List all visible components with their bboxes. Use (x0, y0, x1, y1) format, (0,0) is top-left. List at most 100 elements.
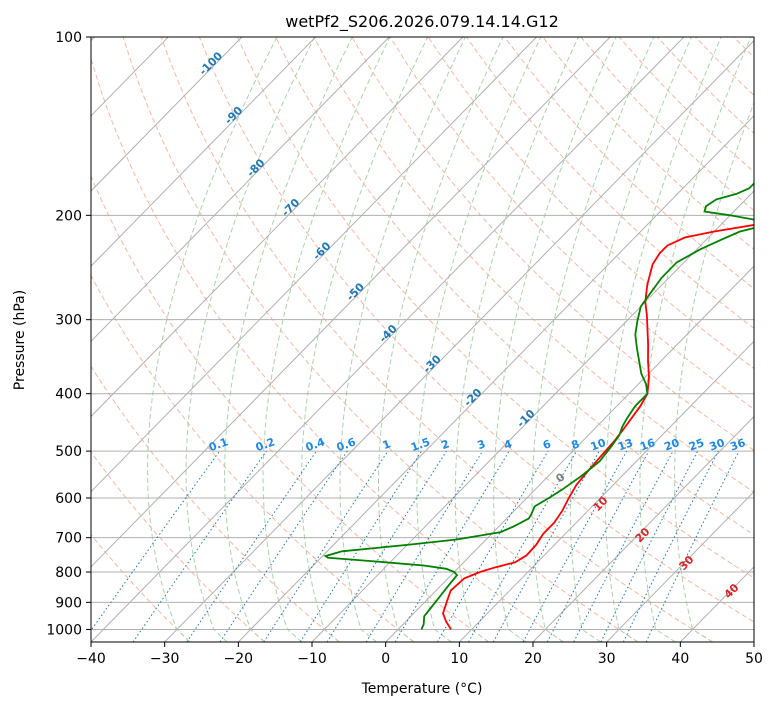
moist-adiabat (531, 37, 655, 642)
dry-adiabat (351, 37, 754, 451)
isotherm-label: -40 (377, 322, 400, 345)
moist-adiabat (301, 37, 429, 642)
mixing-ratio-line (394, 450, 510, 642)
isotherm (91, 37, 537, 493)
dry-adiabat (198, 37, 754, 623)
y-tick-label: 900 (55, 595, 82, 611)
dry-adiabat (695, 37, 754, 96)
y-tick-label: 200 (55, 208, 82, 224)
moist-adiabat-label: 20 (633, 525, 653, 545)
mixing-ratio-line (546, 450, 650, 642)
x-tick-label: 0 (381, 651, 390, 667)
isotherm (606, 490, 754, 642)
mixing-ratio-line (91, 450, 221, 632)
mixing-ratio-label: 8 (570, 437, 582, 452)
mixing-ratio-label: 30 (708, 436, 727, 454)
isotherm-label: -90 (222, 104, 245, 127)
isotherm-label: -30 (420, 352, 443, 375)
mixing-ratio-label: 25 (687, 436, 706, 453)
y-tick-label: 600 (55, 491, 82, 507)
mixing-ratio-line (436, 450, 549, 642)
y-tick-label: 1000 (46, 622, 82, 638)
mixing-ratio-label: 1.5 (409, 435, 432, 454)
isotherm (91, 37, 464, 418)
dry-adiabat (122, 37, 639, 642)
moist-adiabat (454, 37, 579, 642)
grid-lines (91, 37, 754, 630)
mixing-ratio-label: 20 (662, 436, 681, 454)
mixing-ratio-line (492, 450, 600, 642)
moist-adiabat (378, 37, 504, 642)
mixing-ratio-label: 13 (616, 436, 635, 453)
mixing-ratio-line (573, 450, 674, 642)
mixing-ratio-line (132, 450, 267, 642)
dry-adiabat (237, 37, 754, 579)
dry-adiabat (91, 365, 340, 642)
dry-adiabat (504, 37, 754, 290)
mixing-ratio-label: 1 (381, 437, 393, 452)
temperature-profile-line (442, 223, 754, 630)
moist-adiabat (569, 37, 692, 642)
isotherm (91, 37, 611, 568)
dry-adiabat (160, 37, 713, 642)
moist-adiabats (147, 37, 754, 642)
y-tick-label: 500 (55, 444, 82, 460)
moist-adiabat (262, 37, 391, 642)
isotherm (91, 37, 243, 192)
moist-adiabat (493, 37, 617, 642)
profile-series (323, 182, 754, 630)
dry-adiabat (313, 37, 754, 493)
dry-adiabats (91, 37, 754, 642)
moist-adiabat-label: 0 (553, 470, 568, 485)
dry-adiabat (275, 37, 754, 536)
mixing-ratio-label: 10 (589, 436, 608, 454)
isotherm-label: -60 (310, 239, 333, 262)
isotherm (753, 641, 754, 642)
mixing-ratio-line (263, 450, 389, 642)
y-tick-label: 400 (55, 387, 82, 403)
x-axis-label: Temperature (°C) (361, 681, 483, 697)
isotherm (91, 37, 685, 642)
isotherm (91, 37, 390, 343)
mixing-ratio-label: 16 (638, 436, 657, 454)
dry-adiabat (580, 37, 754, 212)
chart-title: wetPf2_S206.2026.079.14.14.G12 (285, 12, 559, 32)
plot-frame (90, 36, 755, 643)
x-tick-label: −20 (224, 651, 254, 667)
y-tick-label: 700 (55, 531, 82, 547)
mixing-ratio-line (600, 450, 699, 642)
x-tick-label: 20 (524, 651, 542, 667)
dry-adiabat (91, 56, 564, 642)
moist-adiabat (604, 37, 722, 642)
moist-adiabat (339, 37, 466, 642)
mixing-ratio-line (299, 450, 423, 642)
isotherm-label: -20 (461, 386, 484, 409)
y-tick-label: 800 (55, 565, 82, 581)
x-tick-label: 10 (450, 651, 468, 667)
isotherm (679, 566, 754, 642)
moist-adiabat-label: 40 (722, 581, 742, 601)
mixing-ratio-label: 3 (476, 437, 488, 452)
axis-ticks: −40 −30 −20 −10 0 10 20 30 40 5010020030040050060… (46, 30, 763, 667)
mixing-ratio-label: 0.2 (254, 435, 277, 454)
dry-adiabat (618, 37, 754, 173)
mixing-ratio-label: 2 (439, 437, 451, 452)
x-tick-label: −40 (76, 651, 106, 667)
dry-adiabat (91, 533, 191, 642)
moist-adiabat (147, 37, 278, 642)
x-tick-label: 40 (671, 651, 689, 667)
mixing-ratio-label: 0.4 (304, 435, 327, 454)
mixing-ratio-label: 4 (502, 437, 514, 452)
x-tick-label: 30 (598, 651, 616, 667)
isotherm-label: -80 (244, 156, 267, 179)
plot-area: -100-90-80-70-60-50-40-30-20-100.1 0.2 0.4… (91, 37, 754, 642)
y-tick-label: 300 (55, 313, 82, 329)
skewed-isotherms (91, 37, 754, 642)
dry-adiabat (91, 274, 415, 642)
x-tick-label: −10 (297, 651, 327, 667)
mixing-ratio-label: 0.1 (207, 435, 230, 454)
dry-adiabat (91, 451, 265, 642)
isotherm (532, 415, 754, 642)
dry-adiabat (389, 37, 754, 410)
